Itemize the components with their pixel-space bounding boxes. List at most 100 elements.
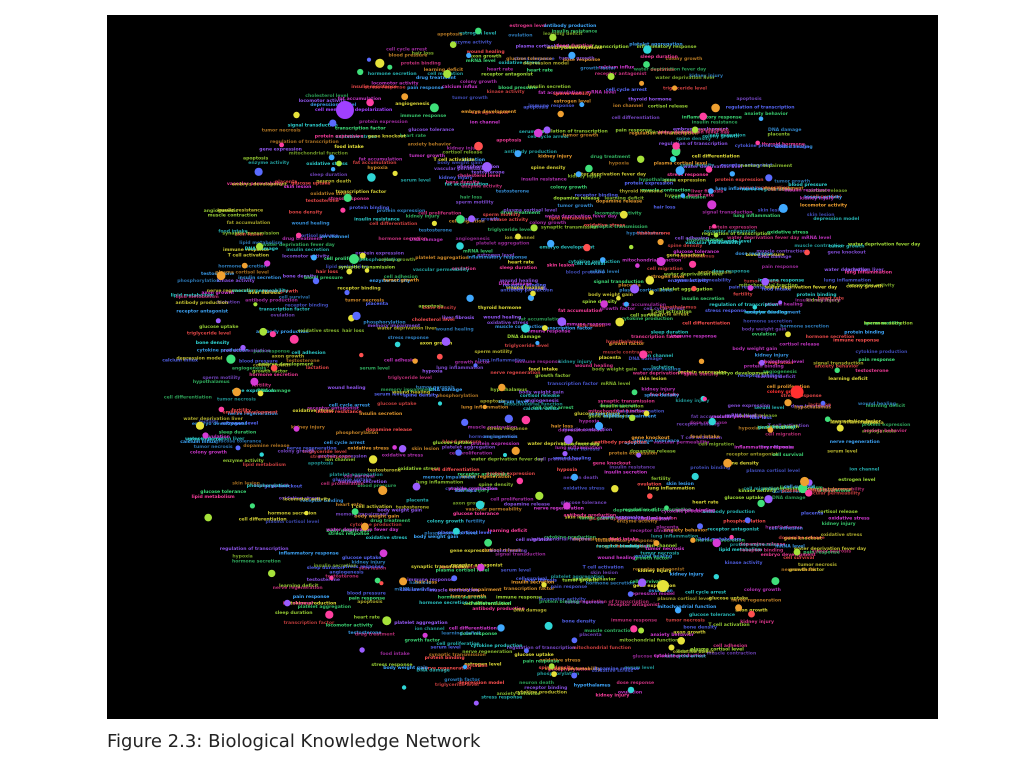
node-label: nerve regeneration bbox=[830, 439, 880, 445]
node-label: dose response bbox=[617, 680, 655, 686]
node-label: insulin secretion bbox=[359, 411, 402, 417]
node-label: skin lesion bbox=[666, 481, 694, 487]
node-label: kidney injury bbox=[641, 386, 675, 392]
node-label: anxiety behavior bbox=[744, 111, 788, 117]
node-label: antibody production bbox=[176, 300, 229, 306]
node-label: body weight gain bbox=[354, 513, 399, 519]
node-label: mRNA level bbox=[590, 269, 620, 275]
network-node bbox=[374, 577, 381, 584]
node-label: vascular permeability bbox=[675, 278, 731, 284]
node-label: dopamine release bbox=[243, 443, 289, 449]
node-label: tumor necrosis bbox=[416, 385, 455, 391]
node-label: protein binding bbox=[401, 60, 441, 66]
node-label: testosterone bbox=[348, 630, 381, 636]
node-label: pain response bbox=[803, 549, 840, 555]
hub-label: colony growth bbox=[767, 389, 804, 395]
node-label: glucose uptake bbox=[291, 181, 330, 187]
node-label: learning deficit bbox=[828, 376, 868, 382]
node-label: blood pressure bbox=[347, 590, 386, 596]
node-label: pain response bbox=[293, 594, 330, 600]
node-label: testosterone bbox=[396, 504, 429, 510]
node-label: gene knockout bbox=[758, 425, 797, 431]
node-label: pain response bbox=[349, 596, 386, 602]
node-label: water deprivation liver bbox=[377, 326, 437, 332]
node-label: kidney injury bbox=[439, 175, 473, 181]
node-label: cytokine production bbox=[471, 643, 523, 649]
node-label: inflammatory response bbox=[637, 44, 697, 50]
node-label: lactation bbox=[846, 267, 869, 273]
node-label: lung inflammation bbox=[555, 445, 602, 451]
network-node bbox=[515, 233, 521, 240]
node-label: cell differentiation bbox=[164, 394, 212, 400]
network-node bbox=[691, 285, 697, 292]
network-node bbox=[670, 156, 677, 163]
node-label: protein expression bbox=[355, 251, 404, 257]
node-label: plasma cortisol level bbox=[690, 647, 744, 653]
node-label: kidney injury bbox=[806, 297, 840, 303]
node-label: insulin secretion bbox=[286, 247, 329, 253]
node-label: water deprivation fever day bbox=[794, 546, 866, 552]
node-label: depression model bbox=[458, 680, 504, 686]
network-node bbox=[477, 563, 485, 572]
network-node bbox=[253, 302, 258, 307]
node-label: plasma cortisol level bbox=[436, 567, 490, 573]
node-label: ion channel bbox=[647, 543, 677, 549]
node-label: inflammatory response bbox=[467, 255, 527, 261]
node-label: water deprivation fever day bbox=[471, 457, 543, 463]
node-label: kidney injury bbox=[670, 572, 704, 578]
node-label: protein expression bbox=[609, 451, 658, 457]
hub-label: phosphorylation bbox=[457, 164, 499, 170]
node-label: ovulation bbox=[752, 331, 776, 337]
node-label: placenta bbox=[599, 355, 621, 361]
node-label: sleep duration bbox=[692, 127, 730, 133]
node-label: cell adhesion bbox=[384, 274, 418, 280]
network-node bbox=[647, 493, 653, 499]
node-label: thyroid hormone bbox=[762, 142, 805, 148]
node-label: oxidative stress bbox=[487, 320, 529, 326]
node-label: ovulation bbox=[206, 434, 230, 440]
network-node bbox=[755, 140, 760, 146]
node-label: hair loss bbox=[415, 580, 437, 586]
node-label: cell migration bbox=[710, 133, 746, 139]
node-label: wound healing bbox=[489, 548, 527, 554]
node-label: cytokine production bbox=[350, 522, 402, 528]
node-label: cell cycle arrest bbox=[644, 306, 686, 312]
node-label: lipid metabolism bbox=[239, 240, 282, 246]
node-label: estrogen level bbox=[647, 274, 685, 280]
node-label: memory impairment bbox=[423, 474, 476, 480]
network-node bbox=[583, 243, 591, 252]
node-label: depression model bbox=[629, 591, 675, 597]
network-node bbox=[729, 534, 734, 540]
network-node bbox=[629, 244, 634, 250]
node-label: insulin resistance bbox=[354, 217, 400, 223]
node-label: food intake bbox=[334, 144, 363, 150]
network-node bbox=[594, 421, 604, 431]
node-label: dopamine release bbox=[504, 501, 550, 507]
node-label: nerve regeneration bbox=[461, 474, 511, 480]
node-label: receptor binding bbox=[630, 528, 673, 534]
node-label: tumor necrosis bbox=[561, 441, 600, 447]
node-label: drug treatment bbox=[370, 518, 411, 524]
node-label: hormone secretion bbox=[586, 581, 635, 587]
node-label: water deprivation fever day bbox=[657, 130, 729, 136]
node-label: angiogenesis bbox=[862, 429, 896, 435]
node-label: stress response bbox=[705, 308, 746, 314]
node-label: transcription factor bbox=[548, 381, 599, 387]
node-label: cell adhesion bbox=[635, 516, 669, 522]
node-label: serum level bbox=[827, 449, 858, 455]
node-label: axon growth bbox=[272, 353, 305, 359]
node-label: triglyceride level bbox=[488, 227, 532, 233]
node-label: memory impairment bbox=[740, 163, 793, 169]
node-label: fat accumulation bbox=[538, 90, 582, 96]
node-label: colony growth bbox=[744, 587, 781, 593]
network-node bbox=[758, 359, 765, 366]
node-label: mRNA level bbox=[775, 544, 805, 550]
node-label: apoptosis bbox=[437, 31, 462, 37]
network-node bbox=[702, 396, 707, 401]
node-label: signal transduction bbox=[702, 209, 752, 215]
node-label: sleep duration bbox=[500, 265, 538, 271]
node-label: cell migration bbox=[641, 515, 677, 521]
node-label: cell adhesion bbox=[769, 526, 803, 532]
node-label: sperm motility bbox=[203, 375, 241, 381]
node-label: oxidative stress bbox=[306, 161, 348, 167]
